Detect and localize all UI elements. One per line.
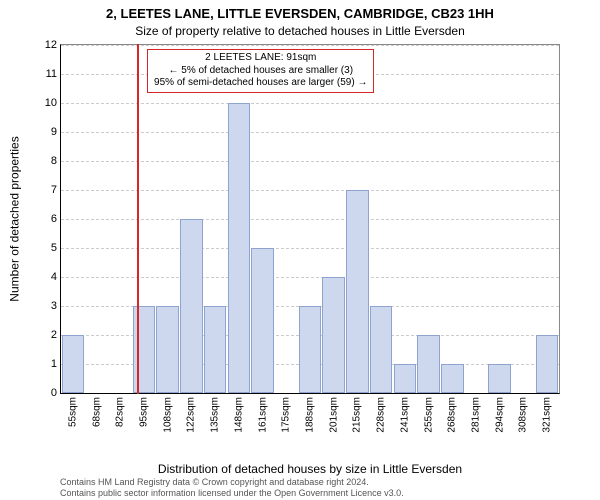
- x-tick-label: 95sqm: [139, 397, 150, 427]
- annotation-line: 95% of semi-detached houses are larger (…: [154, 77, 367, 90]
- y-tick-label: 9: [51, 126, 57, 138]
- x-tick-label: 55sqm: [67, 397, 78, 427]
- y-tick-label: 10: [45, 97, 57, 109]
- chart-container: 2, LEETES LANE, LITTLE EVERSDEN, CAMBRID…: [0, 0, 600, 500]
- x-tick-label: 188sqm: [305, 397, 316, 433]
- y-tick-label: 12: [45, 39, 57, 51]
- y-axis-label: Number of detached properties: [6, 44, 24, 394]
- x-tick-label: 268sqm: [447, 397, 458, 433]
- gridline: [61, 190, 559, 191]
- gridline: [61, 161, 559, 162]
- annotation-box: 2 LEETES LANE: 91sqm← 5% of detached hou…: [147, 49, 374, 93]
- bar: [322, 277, 345, 393]
- bar: [441, 364, 464, 393]
- bar: [62, 335, 85, 393]
- x-tick-label: 201sqm: [328, 397, 339, 433]
- y-tick-label: 3: [51, 300, 57, 312]
- plot-area: 012345678910111255sqm68sqm82sqm95sqm108s…: [60, 44, 560, 394]
- bar: [228, 103, 251, 393]
- chart-title-line1: 2, LEETES LANE, LITTLE EVERSDEN, CAMBRID…: [0, 6, 600, 21]
- chart-title-line2: Size of property relative to detached ho…: [0, 24, 600, 38]
- marker-line: [137, 44, 139, 394]
- bar: [156, 306, 179, 393]
- x-tick-label: 294sqm: [494, 397, 505, 433]
- x-tick-label: 215sqm: [352, 397, 363, 433]
- x-tick-label: 82sqm: [115, 397, 126, 427]
- y-tick-label: 11: [46, 68, 57, 80]
- x-tick-label: 241sqm: [399, 397, 410, 433]
- x-tick-label: 135sqm: [210, 397, 221, 433]
- gridline: [61, 45, 559, 46]
- y-tick-label: 5: [51, 242, 57, 254]
- x-tick-label: 108sqm: [162, 397, 173, 433]
- x-tick-label: 281sqm: [471, 397, 482, 433]
- gridline: [61, 277, 559, 278]
- bar: [180, 219, 203, 393]
- y-tick-label: 4: [51, 271, 57, 283]
- x-tick-label: 308sqm: [518, 397, 529, 433]
- x-tick-label: 228sqm: [376, 397, 387, 433]
- footer-line1: Contains HM Land Registry data © Crown c…: [60, 477, 560, 487]
- x-tick-label: 68sqm: [91, 397, 102, 427]
- bar: [394, 364, 417, 393]
- bar: [370, 306, 393, 393]
- footer-line2: Contains public sector information licen…: [60, 488, 560, 498]
- footer-attribution: Contains HM Land Registry data © Crown c…: [60, 477, 560, 498]
- x-tick-label: 255sqm: [423, 397, 434, 433]
- x-tick-label: 148sqm: [233, 397, 244, 433]
- bar: [251, 248, 274, 393]
- y-tick-label: 8: [51, 155, 57, 167]
- bar: [204, 306, 227, 393]
- bar: [488, 364, 511, 393]
- bar: [417, 335, 440, 393]
- annotation-line: ← 5% of detached houses are smaller (3): [154, 65, 367, 78]
- y-tick-label: 1: [51, 358, 57, 370]
- y-tick-label: 6: [51, 213, 57, 225]
- bar: [536, 335, 559, 393]
- gridline: [61, 219, 559, 220]
- bar: [346, 190, 369, 393]
- x-tick-label: 321sqm: [542, 397, 553, 433]
- gridline: [61, 248, 559, 249]
- gridline: [61, 132, 559, 133]
- annotation-line: 2 LEETES LANE: 91sqm: [154, 52, 367, 65]
- x-axis-label: Distribution of detached houses by size …: [60, 462, 560, 476]
- y-tick-label: 7: [51, 184, 57, 196]
- x-tick-label: 175sqm: [281, 397, 292, 433]
- bar: [299, 306, 322, 393]
- x-tick-label: 122sqm: [186, 397, 197, 433]
- y-tick-label: 2: [51, 329, 57, 341]
- y-tick-label: 0: [51, 387, 57, 399]
- x-tick-label: 161sqm: [257, 397, 268, 433]
- gridline: [61, 103, 559, 104]
